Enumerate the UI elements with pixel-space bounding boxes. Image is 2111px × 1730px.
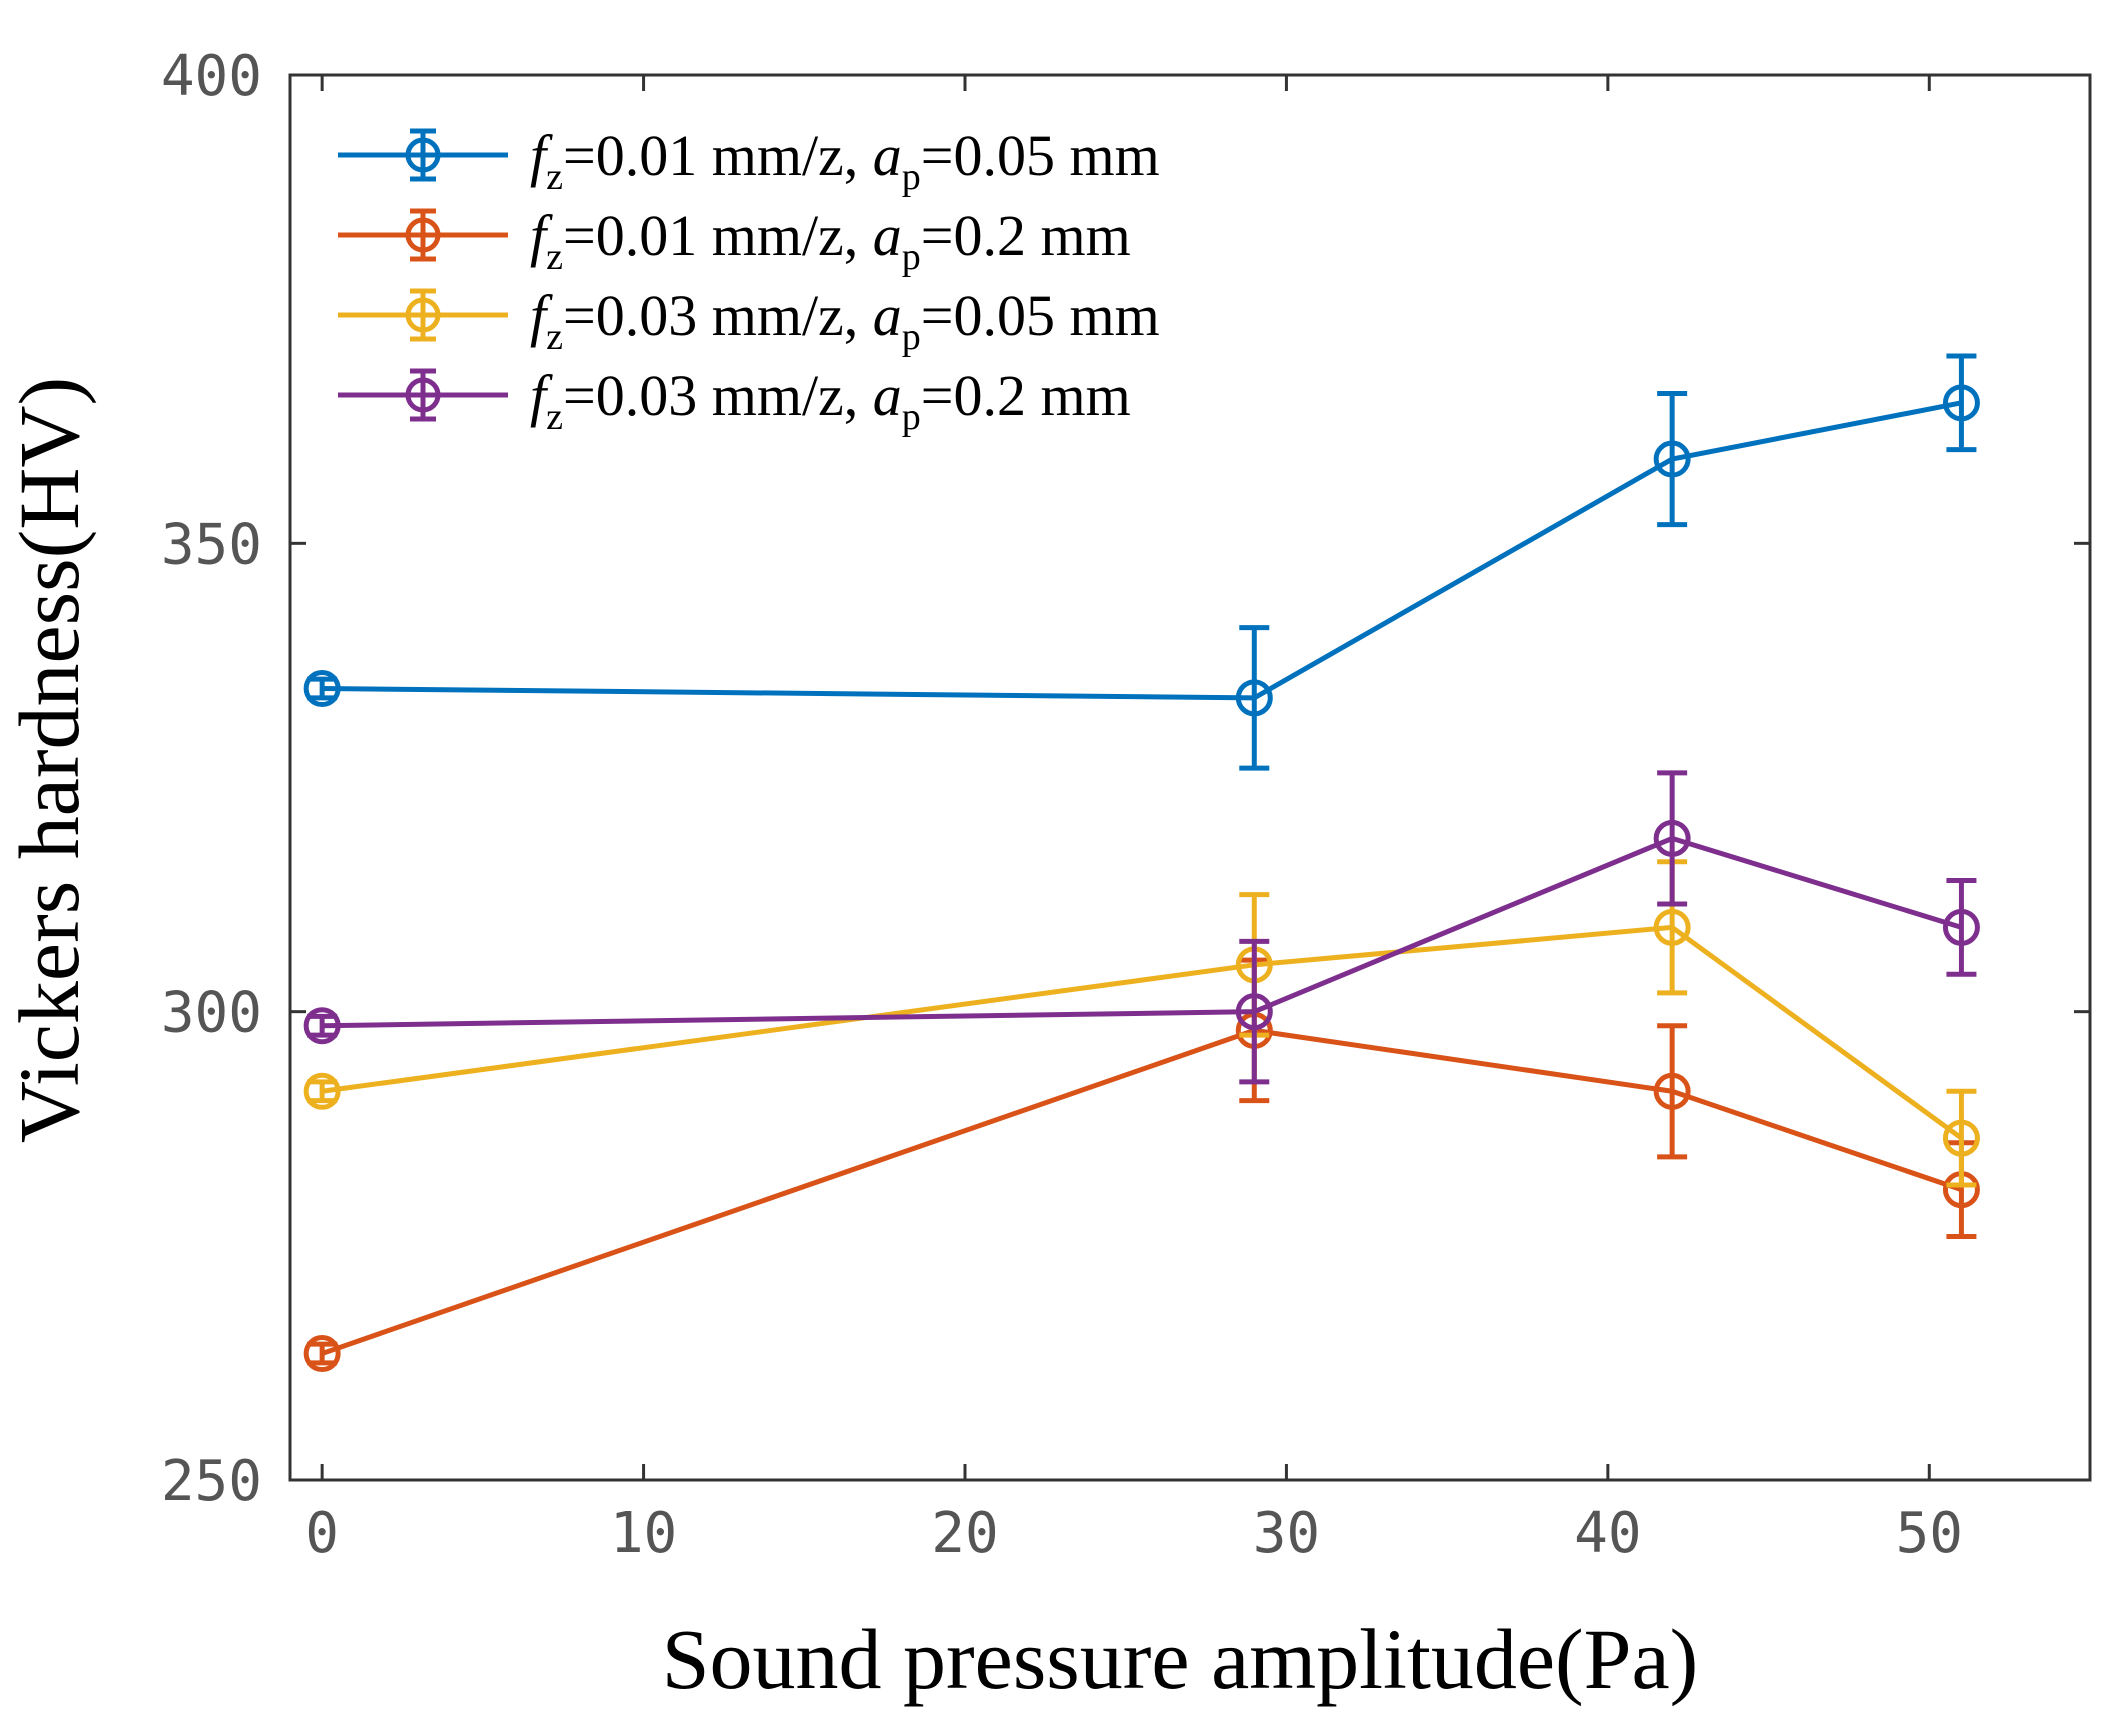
data-point-marker <box>1653 819 1691 857</box>
data-point-marker <box>1653 1072 1691 1110</box>
legend-label: fz=0.03 mm/z, ap=0.2 mm <box>530 363 1131 438</box>
legend-marker <box>405 217 441 253</box>
legend-entry-1: fz=0.01 mm/z, ap=0.05 mm <box>338 123 1160 198</box>
y-tick-label: 350 <box>161 512 262 577</box>
plot-area-border <box>288 73 2092 1482</box>
legend-entry-2: fz=0.01 mm/z, ap=0.2 mm <box>338 203 1131 278</box>
x-axis-title: Sound pressure amplitude(Pa) <box>662 1611 1699 1707</box>
y-tick-label: 400 <box>161 44 262 109</box>
data-point-marker <box>1235 679 1273 717</box>
series-2 <box>303 957 1980 1373</box>
x-tick-label: 20 <box>931 1501 998 1566</box>
y-tick-label: 300 <box>161 981 262 1046</box>
legend-marker <box>405 377 441 413</box>
axis-ticks: 0 10 20 30 40 50 250 300 350 400 <box>161 44 2090 1566</box>
x-tick-label: 50 <box>1896 1501 1963 1566</box>
data-point-marker <box>303 670 341 708</box>
legend-marker <box>405 137 441 173</box>
data-point-marker <box>303 1072 341 1110</box>
x-tick-label: 0 <box>305 1501 339 1566</box>
series-4 <box>303 770 1980 1085</box>
data-point-marker <box>1653 440 1691 478</box>
y-axis-title: Vickers hardness(HV) <box>1 377 97 1143</box>
data-point-marker <box>1942 1119 1980 1157</box>
series-1 <box>303 353 1980 771</box>
plot-frame <box>288 73 2092 1482</box>
legend-marker <box>405 297 441 333</box>
data-point-marker <box>1653 908 1691 946</box>
data-point-marker <box>303 1335 341 1373</box>
x-tick-label: 30 <box>1253 1501 1320 1566</box>
series-line <box>322 835 1963 1029</box>
series-line <box>321 1027 1963 1356</box>
series-layer <box>303 353 1980 1373</box>
legend-entry-4: fz=0.03 mm/z, ap=0.2 mm <box>338 363 1131 438</box>
data-point-marker <box>1942 384 1980 422</box>
series-line <box>321 924 1963 1141</box>
legend-label: fz=0.01 mm/z, ap=0.05 mm <box>530 123 1160 198</box>
data-point-marker <box>1235 993 1273 1031</box>
series-line <box>322 400 1962 701</box>
x-tick-label: 40 <box>1574 1501 1641 1566</box>
x-tick-label: 10 <box>610 1501 677 1566</box>
y-tick-label: 250 <box>161 1449 262 1514</box>
legend-label: fz=0.03 mm/z, ap=0.05 mm <box>530 283 1160 358</box>
legend-entry-3: fz=0.03 mm/z, ap=0.05 mm <box>338 283 1160 358</box>
data-point-marker <box>1942 908 1980 946</box>
legend-label: fz=0.01 mm/z, ap=0.2 mm <box>530 203 1131 278</box>
data-point-marker <box>303 1007 341 1045</box>
